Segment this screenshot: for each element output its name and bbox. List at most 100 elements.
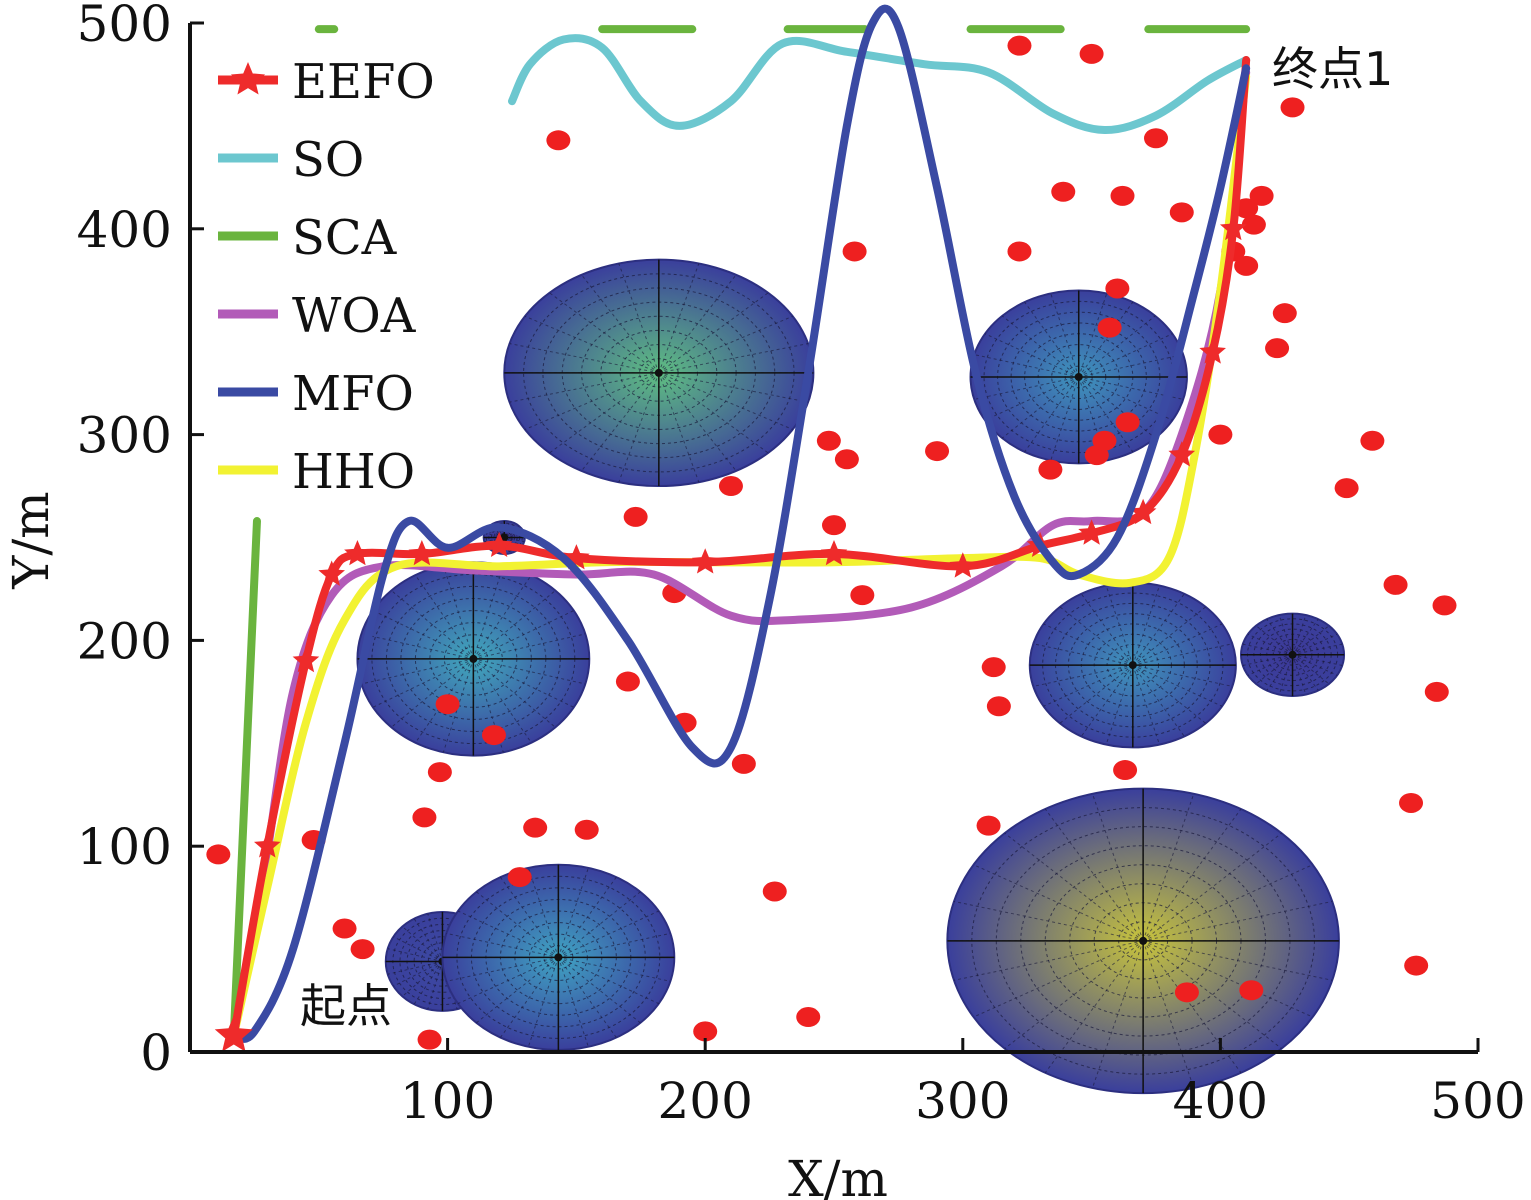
obstacle-point bbox=[523, 817, 548, 838]
obstacle-point bbox=[1265, 338, 1290, 359]
y-tick-label: 300 bbox=[77, 407, 172, 465]
obstacle-point bbox=[1432, 595, 1457, 616]
threat-zone bbox=[356, 561, 591, 757]
obstacle-point bbox=[1007, 35, 1032, 56]
obstacle-point bbox=[350, 939, 375, 960]
y-axis-title: Y/m bbox=[2, 491, 60, 589]
series-marker-eefo bbox=[691, 548, 719, 574]
obstacle-point bbox=[546, 130, 571, 151]
obstacle-point bbox=[507, 867, 532, 888]
obstacle-point bbox=[481, 725, 506, 746]
obstacle-point bbox=[623, 506, 648, 527]
series-marker-eefo bbox=[344, 539, 371, 566]
obstacle-point bbox=[1234, 198, 1259, 219]
annotation-end: 终点1 bbox=[1272, 42, 1393, 96]
series-marker-eefo bbox=[253, 832, 281, 858]
obstacle-point bbox=[417, 1029, 442, 1050]
series-marker-eefo bbox=[1168, 441, 1196, 467]
x-tick-label: 300 bbox=[915, 1072, 1010, 1130]
threat-zone bbox=[503, 258, 815, 488]
legend-item: EEFO bbox=[218, 54, 435, 110]
series-line-hho bbox=[229, 72, 1251, 1040]
legend-star-icon bbox=[230, 62, 266, 95]
obstacle-point bbox=[816, 430, 841, 451]
obstacle-point bbox=[1110, 185, 1135, 206]
obstacle-point bbox=[574, 819, 599, 840]
obstacle-point bbox=[435, 694, 460, 715]
legend-item: WOA bbox=[218, 288, 417, 344]
legend-item: SO bbox=[218, 132, 364, 188]
path-series bbox=[214, 4, 1251, 1052]
obstacle-point bbox=[1115, 412, 1140, 433]
series-marker-eefo bbox=[408, 539, 436, 566]
series-line-sca bbox=[229, 517, 261, 1040]
obstacle-point bbox=[925, 441, 950, 462]
x-axis-title: X/m bbox=[788, 1150, 888, 1200]
series-marker-eefo bbox=[1129, 498, 1157, 525]
obstacle-points bbox=[206, 35, 1457, 1050]
threat-zones bbox=[356, 258, 1346, 1095]
legend-label: HHO bbox=[292, 444, 415, 500]
obstacle-point bbox=[1169, 202, 1194, 223]
y-tick-label: 500 bbox=[77, 0, 172, 53]
x-tick-label: 400 bbox=[1173, 1072, 1268, 1130]
series-marker-eefo bbox=[318, 560, 345, 586]
series-line-so bbox=[508, 34, 1251, 135]
legend-label: WOA bbox=[292, 288, 417, 344]
obstacle-point bbox=[1239, 980, 1264, 1001]
threat-zone bbox=[1240, 612, 1346, 697]
series-marker-eefo bbox=[1078, 519, 1105, 545]
obstacle-point bbox=[1038, 459, 1063, 480]
axes bbox=[188, 23, 1478, 1054]
obstacle-point bbox=[1383, 574, 1408, 595]
obstacle-point bbox=[1092, 430, 1117, 451]
obstacle-point bbox=[1334, 478, 1359, 499]
legend-item: MFO bbox=[218, 366, 414, 422]
series-marker-eefo bbox=[949, 552, 977, 578]
obstacle-point bbox=[1249, 185, 1274, 206]
obstacle-point bbox=[1208, 424, 1233, 445]
obstacle-point bbox=[834, 449, 859, 470]
obstacle-point bbox=[1105, 278, 1130, 299]
series-marker-eefo bbox=[820, 539, 848, 566]
obstacle-point bbox=[981, 657, 1006, 678]
y-tick-label: 0 bbox=[140, 1024, 172, 1082]
obstacle-point bbox=[1272, 303, 1297, 324]
obstacle-point bbox=[1234, 255, 1259, 276]
legend-label: SO bbox=[292, 132, 364, 188]
y-tick-label: 200 bbox=[77, 612, 172, 670]
threat-zone bbox=[441, 863, 676, 1051]
x-tick-label: 500 bbox=[1430, 1072, 1525, 1130]
obstacle-point bbox=[206, 844, 231, 865]
obstacle-point bbox=[693, 1021, 718, 1042]
obstacle-point bbox=[796, 1007, 821, 1028]
obstacle-point bbox=[822, 515, 846, 536]
legend-item: HHO bbox=[218, 444, 415, 500]
obstacle-point bbox=[332, 918, 357, 939]
obstacle-point bbox=[1113, 760, 1138, 781]
series-marker-eefo bbox=[1199, 338, 1226, 364]
obstacle-point bbox=[1097, 317, 1122, 338]
obstacle-point bbox=[427, 762, 452, 783]
obstacle-point bbox=[1280, 97, 1305, 118]
obstacle-point bbox=[1399, 792, 1424, 813]
obstacle-point bbox=[1360, 430, 1385, 451]
series-line-eefo bbox=[229, 56, 1251, 1040]
obstacle-point bbox=[1174, 982, 1199, 1003]
obstacle-point bbox=[986, 696, 1011, 717]
x-tick-label: 100 bbox=[400, 1072, 495, 1130]
y-tick-label: 400 bbox=[77, 201, 172, 259]
obstacle-point bbox=[731, 753, 756, 774]
legend-item: SCA bbox=[218, 210, 398, 266]
obstacle-point bbox=[762, 881, 787, 902]
legend-label: EEFO bbox=[292, 54, 435, 110]
ticks: 100 200 300 400 500 0 100 200 300 400 500 bbox=[77, 0, 1526, 1130]
obstacle-point bbox=[1424, 681, 1449, 702]
legend-label: SCA bbox=[292, 210, 398, 266]
obstacle-point bbox=[976, 815, 1001, 836]
series-marker-eefo bbox=[485, 531, 513, 558]
x-tick-label: 200 bbox=[657, 1072, 752, 1130]
obstacle-point bbox=[1007, 241, 1032, 262]
y-tick-label: 100 bbox=[77, 818, 172, 876]
